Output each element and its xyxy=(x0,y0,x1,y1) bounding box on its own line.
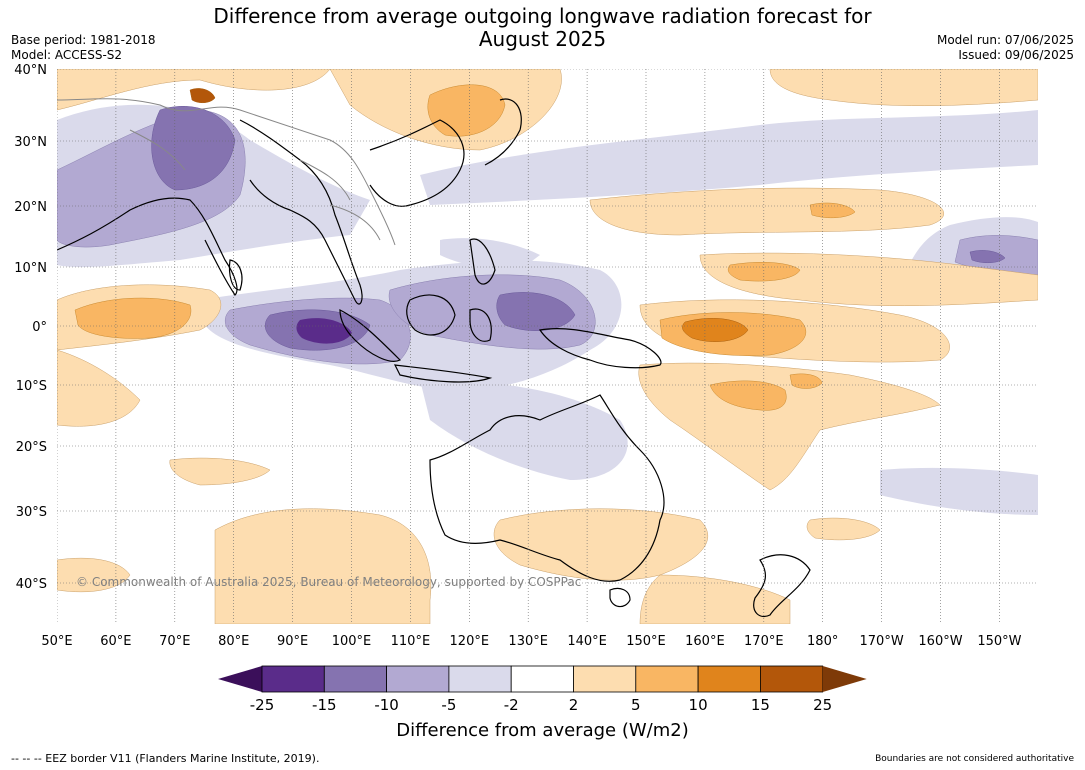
colorbar-segment xyxy=(261,665,325,693)
colorbar-tick-label: -15 xyxy=(312,696,337,714)
longitude-label: 180° xyxy=(807,634,838,649)
longitude-label: 120°E xyxy=(450,634,490,649)
latitude-label: 10°N xyxy=(14,261,47,276)
philippines-outline xyxy=(469,238,496,285)
longitude-label: 160°E xyxy=(685,634,725,649)
longitude-label: 60°E xyxy=(100,634,131,649)
longitude-label: 50°E xyxy=(41,634,72,649)
map-title: Difference from average outgoing longwav… xyxy=(0,5,1085,51)
colorbar-tick-label: 5 xyxy=(631,696,641,714)
model-text: Model: ACCESS-S2 xyxy=(11,48,123,62)
anomaly-shading-extreme xyxy=(296,318,352,344)
country-borders xyxy=(57,98,396,246)
colorbar-tick-label: -5 xyxy=(441,696,456,714)
australia-outline xyxy=(429,394,665,582)
title-line-2: August 2025 xyxy=(478,27,607,51)
new-zealand-outline xyxy=(753,554,811,618)
longitude-label: 150°W xyxy=(977,634,1021,649)
longitude-label: 130°E xyxy=(508,634,548,649)
longitude-label: 170°W xyxy=(860,634,904,649)
latitude-label: 40°N xyxy=(14,63,47,78)
sri-lanka-outline xyxy=(228,259,243,291)
copyright-text: © Commonwealth of Australia 2025, Bureau… xyxy=(76,575,581,589)
japan-outline xyxy=(484,98,522,166)
longitude-label: 90°E xyxy=(277,634,308,649)
latitude-label: 0° xyxy=(32,320,47,335)
latitude-label: 30°S xyxy=(16,505,47,520)
tasmania-outline xyxy=(609,587,631,608)
colorbar-segment xyxy=(635,665,699,693)
colorbar-segment xyxy=(510,665,574,693)
colorbar-tick-label: -10 xyxy=(374,696,399,714)
colorbar-tick-label: 15 xyxy=(751,696,770,714)
longitude-label: 80°E xyxy=(218,634,249,649)
latitude-labels: 40°N 30°N 20°N 10°N 0° 10°S 20°S 30°S 40°S xyxy=(14,63,47,592)
map-area: © Commonwealth of Australia 2025, Bureau… xyxy=(57,69,1038,624)
indonesia-west xyxy=(339,309,493,383)
colorbar-segment xyxy=(697,665,761,693)
colorbar-segment xyxy=(386,665,450,693)
longitude-label: 170°E xyxy=(744,634,784,649)
latitude-label: 20°N xyxy=(14,200,47,215)
latitude-label: 10°S xyxy=(16,379,47,394)
longitude-label: 150°E xyxy=(626,634,666,649)
longitude-label: 100°E xyxy=(332,634,372,649)
colorbar-segment xyxy=(573,665,637,693)
longitude-label: 160°W xyxy=(918,634,962,649)
colorbar-segment xyxy=(323,665,387,693)
colorbar-min-arrow xyxy=(218,666,262,692)
colorbar-max-arrow xyxy=(822,666,867,692)
positive-shading-moderate xyxy=(74,84,856,411)
eez-border-note: -- -- -- EEZ border V11 (Flanders Marine… xyxy=(11,752,320,765)
colorbar-tick-label: 10 xyxy=(689,696,708,714)
latitude-label: 40°S xyxy=(16,577,47,592)
title-line-1: Difference from average outgoing longwav… xyxy=(213,4,872,28)
colorbar-segment xyxy=(760,665,824,693)
longitude-label: 110°E xyxy=(391,634,431,649)
latitude-label: 30°N xyxy=(14,135,47,150)
asia-outline xyxy=(57,119,363,305)
positive-shading-strong xyxy=(189,88,749,342)
longitude-label: 70°E xyxy=(159,634,190,649)
colorbar-tick-label: -25 xyxy=(250,696,275,714)
gridlines xyxy=(57,69,1038,624)
colorbar-segment xyxy=(448,665,512,693)
new-guinea-outline xyxy=(538,328,662,369)
colorbar-tick-label: -2 xyxy=(504,696,519,714)
longitude-labels: 50°E 60°E 70°E 80°E 90°E 100°E 110°E 120°E 130°E… xyxy=(41,634,1021,649)
issued-text: Issued: 09/06/2025 xyxy=(958,48,1074,62)
longitude-label: 140°E xyxy=(567,634,607,649)
colorbar-tick-label: 2 xyxy=(569,696,579,714)
metadata-right: Model run: 07/06/2025 Issued: 09/06/2025 xyxy=(937,33,1074,63)
colorbar-label: Difference from average (W/m2) xyxy=(396,720,689,741)
latitude-label: 20°S xyxy=(16,440,47,455)
colorbar-tick-label: 25 xyxy=(813,696,832,714)
colorbar: -25 -15 -10 -5 -2 2 5 10 15 25 xyxy=(218,665,867,714)
boundaries-disclaimer: Boundaries are not considered authoritat… xyxy=(875,754,1074,764)
model-run-text: Model run: 07/06/2025 xyxy=(936,33,1074,47)
metadata-left: Base period: 1981-2018 Model: ACCESS-S2 xyxy=(11,33,156,63)
base-period-text: Base period: 1981-2018 xyxy=(11,33,156,47)
borneo-sulawesi xyxy=(406,294,492,342)
